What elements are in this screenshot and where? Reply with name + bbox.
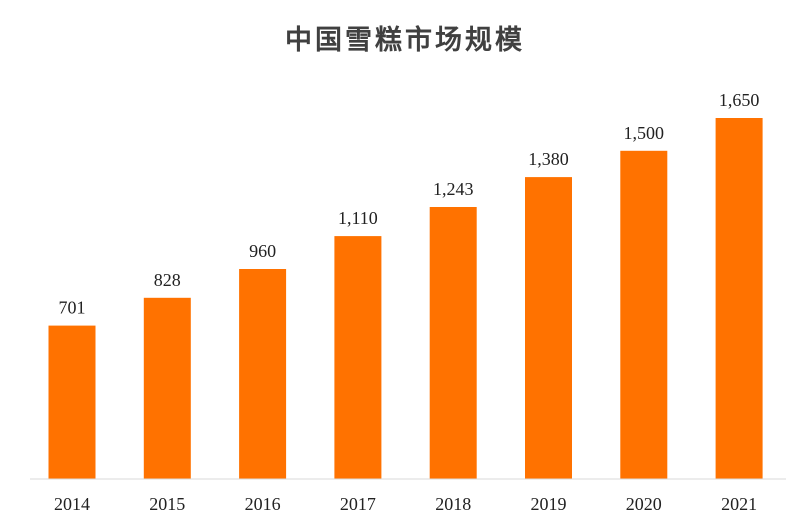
bar-2015 bbox=[143, 297, 191, 479]
data-label-2016: 960 bbox=[249, 241, 276, 261]
chart-title: 中国雪糕市场规模 bbox=[285, 25, 525, 56]
bar-2016 bbox=[239, 269, 287, 479]
data-label-2017: 1,110 bbox=[338, 208, 378, 228]
x-tick-label-2020: 2020 bbox=[626, 494, 662, 514]
bars-group bbox=[48, 118, 763, 480]
bar-2017 bbox=[334, 236, 382, 479]
data-labels-group: 701 828 960 1,110 1,243 1,380 1,500 1,650 bbox=[59, 90, 760, 318]
x-tick-label-2015: 2015 bbox=[149, 494, 185, 514]
data-label-2014: 701 bbox=[59, 298, 86, 318]
bar-2021 bbox=[715, 118, 763, 479]
x-tick-label-2019: 2019 bbox=[531, 494, 567, 514]
data-label-2019: 1,380 bbox=[528, 149, 569, 169]
x-tick-labels-group: 2014 2015 2016 2017 2018 2019 2020 2021 bbox=[54, 494, 757, 514]
x-tick-label-2016: 2016 bbox=[245, 494, 281, 514]
bar-2018 bbox=[429, 207, 477, 479]
data-label-2020: 1,500 bbox=[624, 123, 665, 143]
x-tick-label-2018: 2018 bbox=[435, 494, 471, 514]
data-label-2021: 1,650 bbox=[719, 90, 760, 110]
x-tick-label-2014: 2014 bbox=[54, 494, 90, 514]
x-tick-label-2017: 2017 bbox=[340, 494, 376, 514]
x-tick-label-2021: 2021 bbox=[721, 494, 757, 514]
bar-2020 bbox=[620, 150, 668, 480]
bar-2019 bbox=[525, 177, 572, 479]
data-label-2018: 1,243 bbox=[433, 179, 474, 199]
data-label-2015: 828 bbox=[154, 270, 181, 290]
bar-2014 bbox=[48, 325, 96, 479]
